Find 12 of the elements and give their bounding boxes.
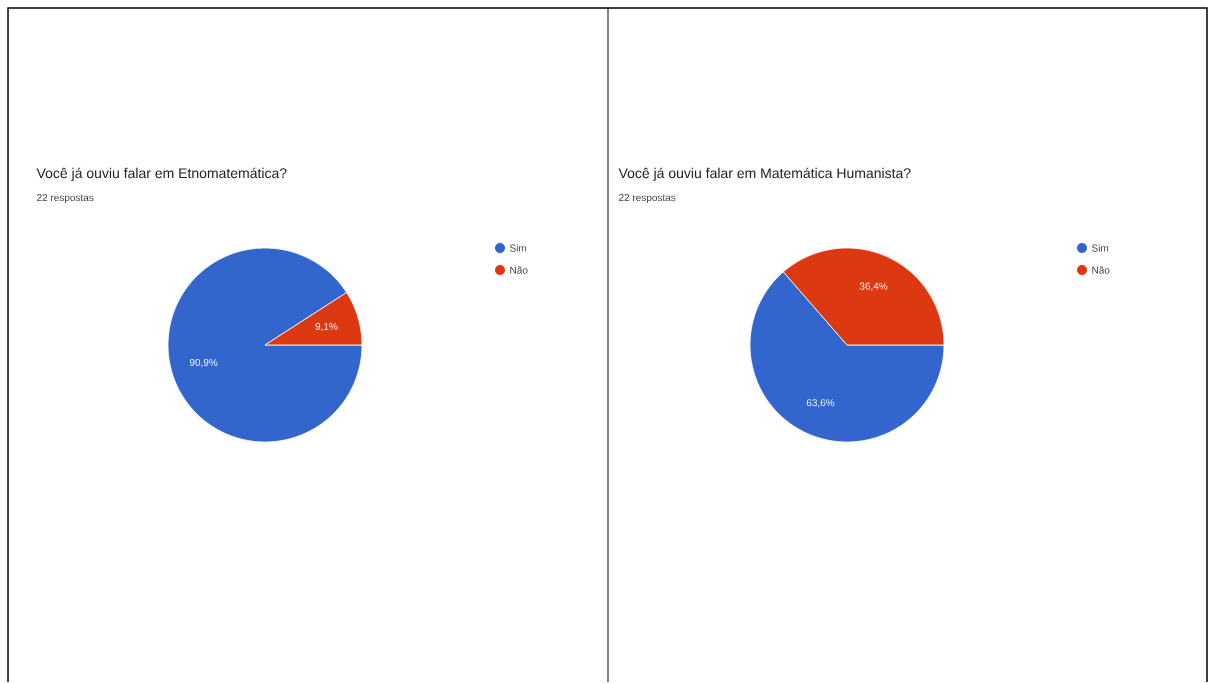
data-label: 63,6%: [806, 399, 835, 408]
legend-label: Sim: [1091, 244, 1109, 252]
text: 22 respostas: [619, 194, 676, 204]
chart-title: Você já ouviu falar em Matemática Humanista?: [618, 167, 911, 182]
data-label: 36,4%: [859, 282, 888, 292]
legend-label: Não: [510, 266, 528, 274]
data-label: 9,1%: [315, 322, 338, 332]
text: 22 respostas: [37, 194, 94, 204]
data-label: 90,9%: [189, 359, 218, 368]
chart-title: Você já ouviu falar em Etnomatemática?: [36, 167, 287, 182]
legend-label: Sim: [509, 244, 527, 252]
legend-label: Não: [1092, 266, 1110, 274]
